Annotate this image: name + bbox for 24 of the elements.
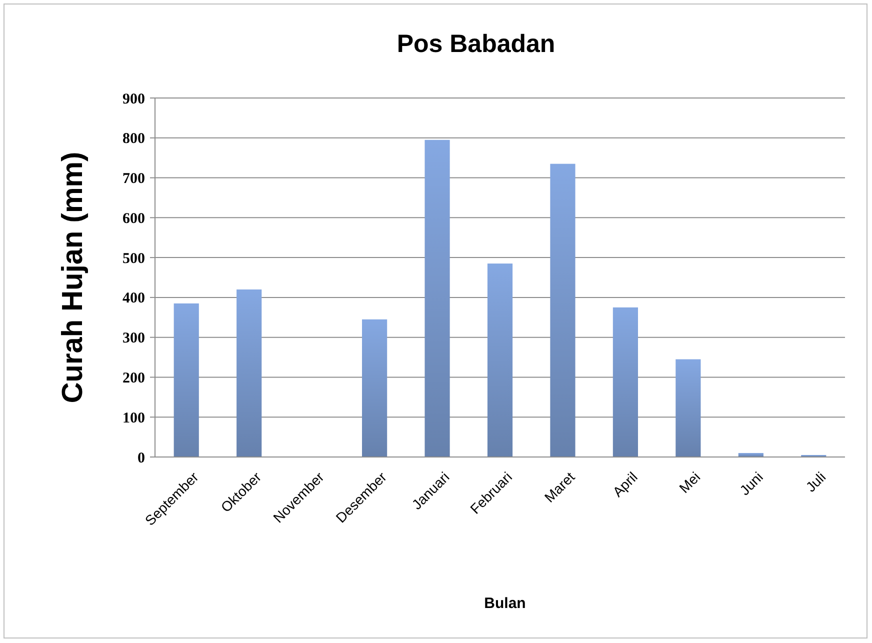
- bar: [612, 307, 638, 457]
- bar: [362, 319, 388, 457]
- bar: [236, 289, 262, 457]
- y-tick-label: 300: [122, 330, 145, 347]
- x-tick-label: Mei: [676, 468, 704, 496]
- y-tick-label: 800: [122, 131, 145, 148]
- bar: [174, 303, 199, 457]
- bar: [676, 359, 701, 457]
- y-tick-label: 400: [122, 290, 145, 307]
- y-tick-label: 700: [122, 171, 145, 188]
- y-axis-title: Curah Hujan (mm): [57, 152, 89, 404]
- y-tick-label: 200: [122, 370, 145, 386]
- y-tick-label: 100: [122, 410, 145, 426]
- x-tick-label: Juli: [802, 468, 829, 495]
- bar: [487, 264, 513, 457]
- x-tick-label: Juni: [736, 468, 766, 498]
- y-tick-label: 0: [138, 450, 145, 466]
- bar: [550, 164, 576, 457]
- bar: [424, 140, 450, 457]
- y-tick-label: 900: [122, 91, 145, 108]
- x-axis-title: Bulan: [484, 595, 526, 612]
- y-tick-label: 500: [122, 250, 145, 267]
- y-tick-label: 600: [122, 210, 145, 227]
- chart-title: Pos Babadan: [396, 30, 556, 58]
